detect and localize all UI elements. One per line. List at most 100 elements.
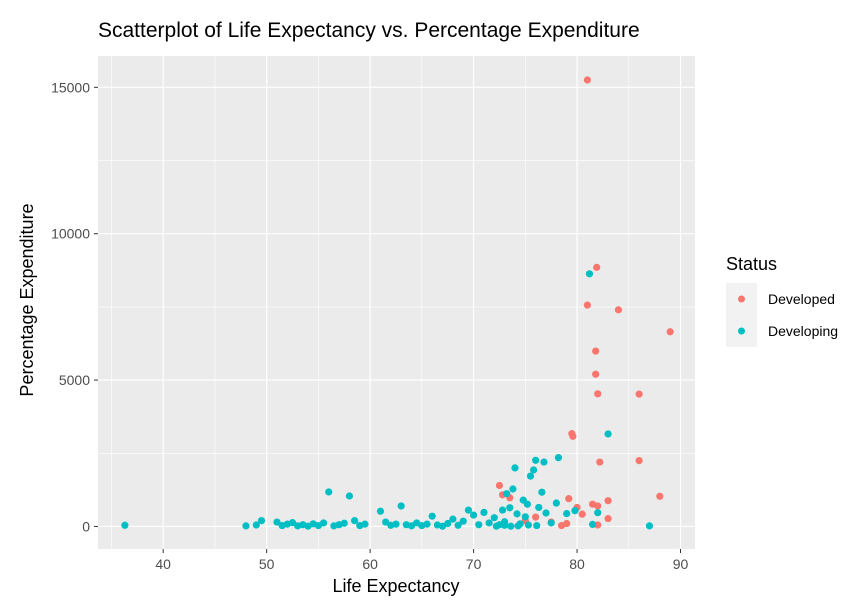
point-developing [257, 517, 266, 525]
legend-key-developing [738, 327, 745, 335]
point-developed [635, 456, 643, 465]
point-developing [459, 517, 467, 525]
point-developing [485, 519, 493, 527]
point-developing [535, 503, 543, 512]
point-developing [571, 507, 579, 515]
point-developing [511, 464, 519, 472]
legend-label-developed: Developed [768, 291, 835, 307]
point-developing [428, 512, 436, 520]
point-developing [547, 519, 555, 527]
point-developing [563, 509, 571, 518]
point-developing [604, 430, 612, 438]
x-tick-label: 60 [362, 556, 378, 572]
plot-panel [98, 56, 695, 549]
point-developing [501, 521, 509, 529]
point-developing [325, 488, 333, 496]
point-developing [288, 519, 297, 527]
grid-major [98, 56, 695, 549]
legend-entry-developed: Developed [726, 283, 835, 315]
point-developed [614, 306, 623, 314]
point-developing [585, 270, 594, 278]
point-developing [523, 500, 531, 508]
x-tick-label: 70 [466, 556, 482, 572]
point-developed [594, 502, 602, 510]
point-developing [526, 472, 535, 480]
legend: Status Developed Developing [726, 254, 838, 347]
point-developing [252, 521, 260, 529]
x-axis-title: Life Expectancy [332, 576, 459, 596]
point-developed [565, 495, 573, 503]
point-developing [382, 518, 390, 526]
point-developing [507, 522, 515, 530]
point-developing [506, 504, 514, 512]
point-developing [554, 454, 563, 462]
point-developing [464, 506, 473, 514]
point-developing [392, 520, 400, 528]
point-developed [666, 328, 674, 336]
x-tick-label: 80 [569, 556, 585, 572]
point-developing [490, 514, 498, 522]
y-tick-label: 0 [82, 518, 90, 534]
point-developing [492, 522, 500, 530]
point-developing [449, 515, 457, 523]
legend-title: Status [726, 254, 777, 274]
point-developed [583, 301, 591, 309]
point-developing [340, 519, 348, 527]
point-developed [593, 263, 601, 271]
point-developing [345, 492, 354, 500]
point-developed [557, 521, 566, 530]
point-developing [361, 520, 369, 528]
y-tick-label: 5000 [59, 372, 90, 388]
point-developing [469, 511, 478, 519]
point-developing [521, 513, 529, 521]
point-developed [495, 481, 504, 490]
points-layer [121, 76, 674, 530]
point-developing [444, 519, 452, 528]
point-developing [350, 517, 359, 525]
point-developing [475, 521, 483, 529]
point-developing [242, 522, 250, 530]
point-developing [542, 509, 550, 517]
axis-ticks [94, 86, 682, 553]
point-developing [538, 488, 546, 496]
x-tick-labels: 40 50 60 70 80 90 [155, 556, 688, 572]
point-developing [524, 521, 533, 529]
point-developing [533, 521, 541, 530]
legend-label-developing: Developing [768, 323, 838, 339]
point-developing [397, 502, 405, 510]
x-tick-label: 40 [155, 556, 171, 572]
point-developing [513, 510, 521, 518]
point-developing [514, 522, 522, 530]
point-developed [594, 390, 602, 398]
point-developed [578, 510, 586, 518]
x-tick-label: 90 [673, 556, 689, 572]
point-developing [552, 499, 560, 507]
legend-entry-developing: Developing [726, 315, 838, 347]
chart-title: Scatterplot of Life Expectancy vs. Perce… [98, 19, 640, 42]
point-developed [532, 513, 540, 521]
point-developing [319, 519, 328, 527]
legend-key-developed [738, 295, 745, 303]
point-developing [540, 458, 548, 466]
point-developed [592, 370, 600, 378]
point-developed [656, 492, 664, 500]
point-developing [376, 507, 385, 515]
point-developing [273, 518, 281, 526]
point-developed [604, 497, 612, 505]
point-developed [596, 458, 604, 466]
x-tick-label: 50 [259, 556, 275, 572]
y-tick-label: 10000 [51, 226, 90, 242]
point-developing [498, 506, 507, 514]
y-tick-label: 15000 [51, 79, 90, 95]
point-developed [604, 514, 612, 523]
point-developing [121, 521, 129, 529]
point-developing [532, 456, 540, 464]
y-axis-title: Percentage Expenditure [17, 203, 37, 396]
point-developing [423, 520, 431, 528]
grid-minor [98, 56, 695, 549]
point-developed [583, 76, 591, 84]
point-developing [645, 522, 654, 530]
y-tick-labels: 0 5000 10000 15000 [51, 79, 90, 534]
point-developing [529, 466, 538, 474]
point-developing [480, 508, 488, 517]
